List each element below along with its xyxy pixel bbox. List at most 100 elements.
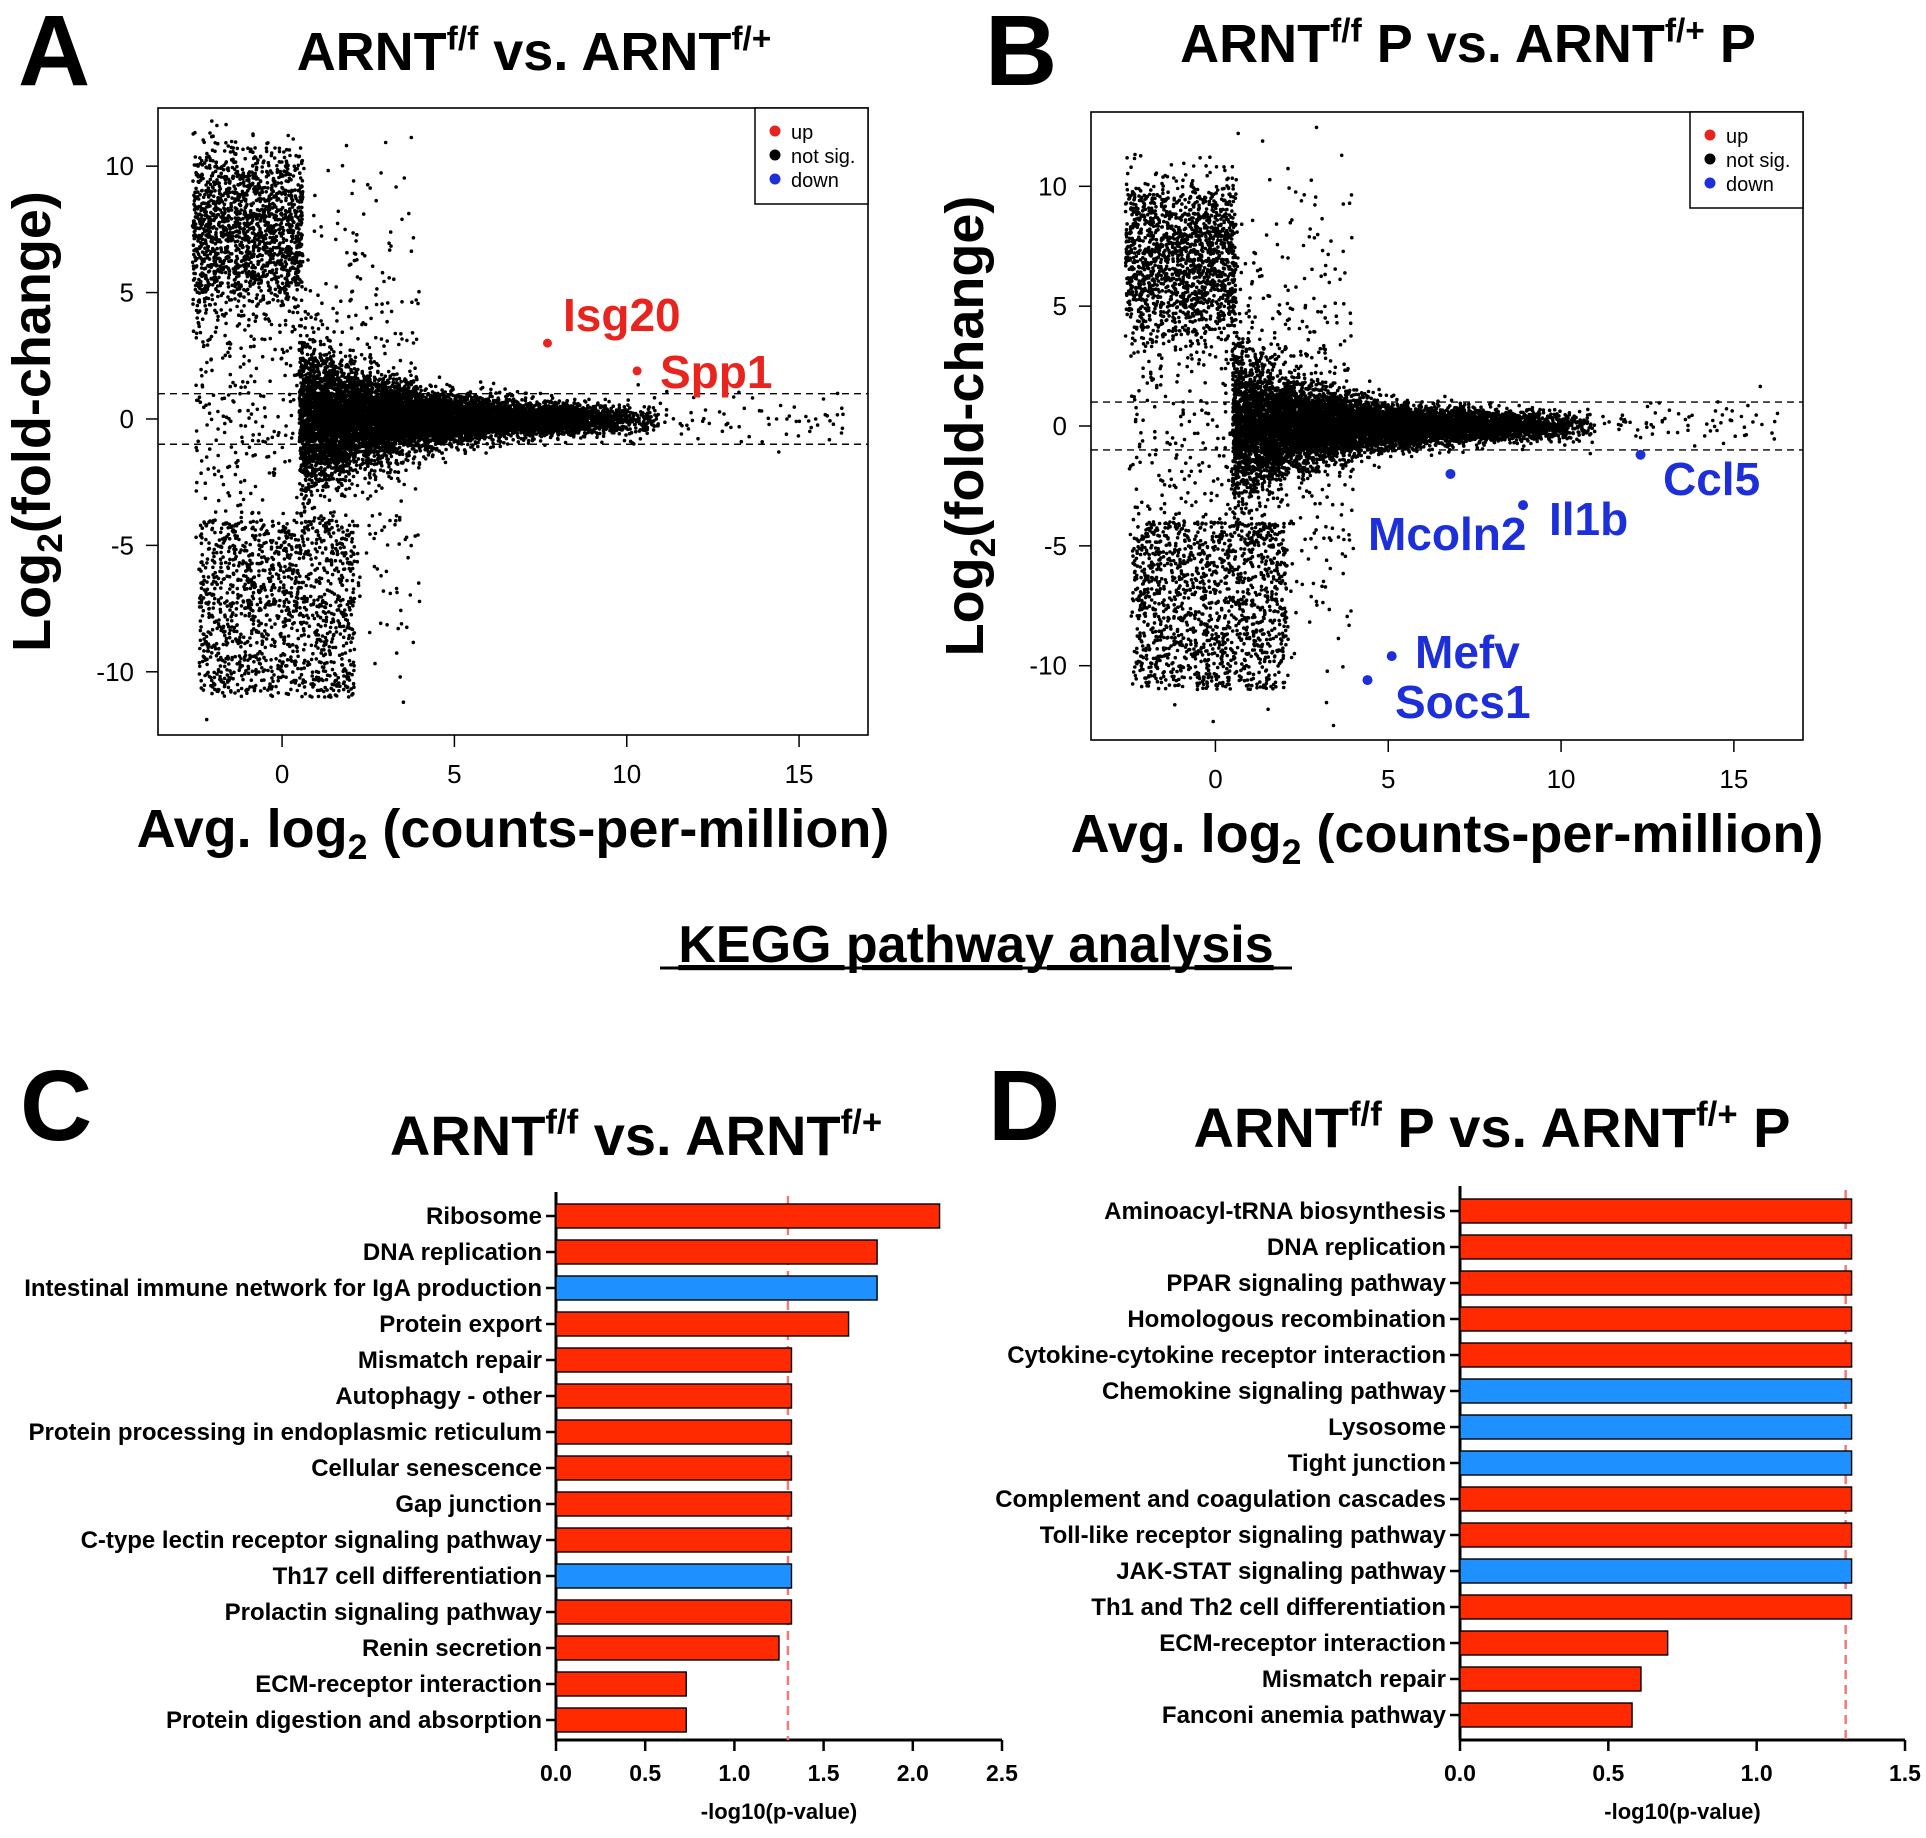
bar — [555, 1563, 793, 1589]
bar — [1459, 1342, 1853, 1368]
category-label: Cytokine-cytokine receptor interaction — [1007, 1342, 1446, 1369]
section-title: KEGG pathway analysis — [678, 916, 1273, 974]
bar — [1459, 1414, 1853, 1440]
label-text: (counts-per-million) — [1301, 804, 1823, 864]
bar-chart-panel-d: ARNTf/f P vs. ARNTf/+ P Aminoacyl-tRNA bi… — [995, 1096, 1921, 1824]
bar — [555, 1203, 941, 1229]
category-label: Th17 cell differentiation — [273, 1563, 542, 1590]
title-superscript: f/+ — [1665, 12, 1705, 49]
x-tick-label: 0.0 — [1444, 1760, 1476, 1786]
bar — [1459, 1486, 1853, 1512]
highlighted-gene-point — [1635, 449, 1646, 460]
highlighted-gene-point — [1362, 675, 1373, 686]
panel-letter-b: B — [985, 0, 1057, 107]
title-superscript: f/f — [447, 20, 479, 57]
x-axis-label: Avg. log2 (counts-per-million) — [1071, 804, 1824, 872]
y-tick-label: -5 — [1044, 531, 1067, 561]
category-label: ECM-receptor interaction — [255, 1671, 542, 1698]
label-subscript: 2 — [963, 538, 1003, 558]
legend-entry: up — [1726, 126, 1748, 148]
label-text: (fold-change) — [935, 196, 995, 538]
bar — [1459, 1558, 1853, 1584]
category-label: Ribosome — [426, 1203, 542, 1230]
category-label: Mismatch repair — [358, 1347, 542, 1374]
title-text: P — [1705, 14, 1756, 74]
label-text: Avg. log — [137, 799, 348, 859]
highlighted-gene-point — [1518, 500, 1529, 511]
title-superscript: f/+ — [1696, 1096, 1737, 1134]
bar — [555, 1239, 878, 1265]
title-text: P — [1738, 1096, 1791, 1159]
category-label: Complement and coagulation cascades — [995, 1486, 1446, 1513]
x-tick-label: 0.0 — [540, 1760, 572, 1786]
y-tick-label: 10 — [1038, 171, 1067, 201]
label-text: Avg. log — [1071, 804, 1282, 864]
bar — [1459, 1378, 1853, 1404]
y-tick-label: 5 — [1053, 291, 1067, 321]
x-tick-label: 1.0 — [1741, 1760, 1773, 1786]
x-tick-label: 0.5 — [629, 1760, 661, 1786]
point-cloud — [1123, 125, 1780, 728]
y-tick-label: -5 — [111, 530, 134, 560]
chart-title: ARNTf/f vs. ARNTf/+ — [297, 20, 772, 82]
bar — [1459, 1198, 1853, 1224]
title-superscript: f/+ — [841, 1104, 882, 1142]
label-subscript: 2 — [1282, 832, 1302, 872]
category-label: Aminoacyl-tRNA biosynthesis — [1104, 1198, 1446, 1225]
bar — [555, 1347, 793, 1373]
highlighted-gene-label: Spp1 — [660, 346, 772, 398]
category-label: Lysosome — [1328, 1414, 1446, 1441]
legend-entry: down — [1726, 174, 1774, 196]
category-label: Protein processing in endoplasmic reticu… — [29, 1419, 542, 1446]
title-text: ARNT — [297, 22, 447, 82]
x-tick-label: 5 — [1381, 764, 1395, 794]
bar — [1459, 1594, 1853, 1620]
legend-marker — [769, 149, 781, 161]
bar — [555, 1671, 687, 1697]
category-label: Intestinal immune network for IgA produc… — [24, 1275, 542, 1302]
highlighted-gene-label: Ccl5 — [1663, 453, 1760, 505]
bar — [555, 1383, 793, 1409]
bar — [1459, 1234, 1853, 1260]
ma-plot-panel-a: ARNTf/f vs. ARNTf/+ 0 5 10 15 -10 -5 0 5 10 Avg. l… — [2, 20, 889, 866]
category-label: Renin secretion — [362, 1635, 542, 1662]
legend-entry: not sig. — [1726, 150, 1790, 172]
y-tick-label: -10 — [96, 657, 134, 687]
panel-letter-a: A — [18, 0, 90, 107]
y-tick-label: 0 — [1053, 411, 1067, 441]
bar — [555, 1527, 793, 1553]
category-label: C-type lectin receptor signaling pathway — [81, 1527, 543, 1554]
y-axis-label: Log2(fold-change) — [935, 196, 1003, 657]
bar — [555, 1707, 687, 1733]
title-text: vs. ARNT — [478, 22, 731, 82]
category-label: Fanconi anemia pathway — [1162, 1702, 1447, 1729]
y-tick-label: -10 — [1029, 651, 1067, 681]
title-text: ARNT — [390, 1104, 546, 1167]
legend-entry: not sig. — [791, 146, 855, 168]
bar — [555, 1491, 793, 1517]
bar — [1459, 1666, 1642, 1692]
scatter-points — [190, 119, 845, 722]
x-axis-label: -log10(p-value) — [701, 1799, 857, 1824]
category-label: JAK-STAT signaling pathway — [1116, 1558, 1446, 1585]
label-text: Log — [935, 557, 995, 656]
highlighted-gene-label: Socs1 — [1395, 676, 1531, 728]
plot-frame — [157, 107, 869, 736]
legend-marker — [1704, 153, 1716, 165]
title-text: P vs. ARNT — [1382, 1096, 1696, 1159]
y-tick-label: 5 — [120, 278, 134, 308]
category-label: Prolactin signaling pathway — [225, 1599, 543, 1626]
bar — [555, 1599, 793, 1625]
bar-chart-panel-c: ARNTf/f vs. ARNTf/+ Ribosome DNA replicati… — [24, 1104, 1018, 1824]
legend-marker — [769, 125, 781, 137]
legend-marker — [1704, 129, 1716, 141]
x-axis-label: Avg. log2 (counts-per-million) — [137, 799, 890, 867]
title-superscript: f/+ — [731, 20, 771, 57]
x-tick-label: 15 — [1719, 764, 1748, 794]
bar — [1459, 1630, 1669, 1656]
x-tick-label: 0 — [275, 759, 289, 789]
panel-letter-c: C — [20, 1050, 92, 1162]
highlighted-gene-label: Il1b — [1549, 493, 1628, 545]
